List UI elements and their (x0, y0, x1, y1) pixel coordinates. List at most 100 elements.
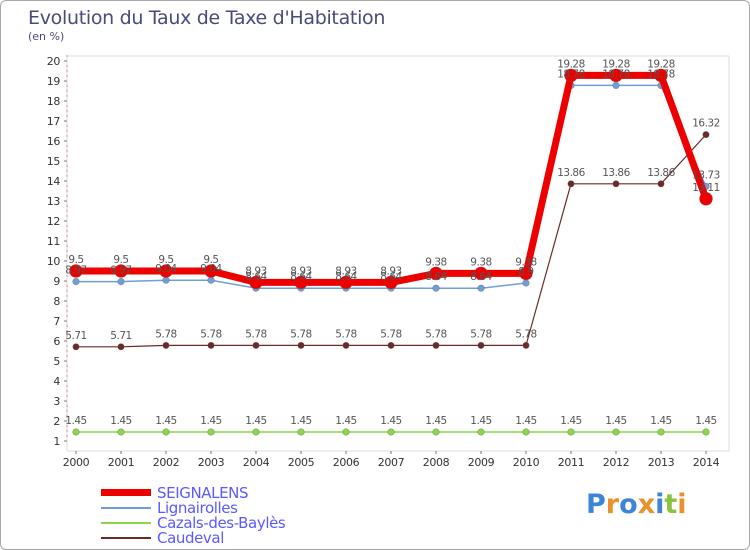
legend-swatch (101, 536, 151, 539)
data-label: 1.45 (245, 415, 266, 427)
y-minor-dot (66, 315, 68, 317)
data-label: 5.78 (200, 328, 221, 340)
data-label: 8.64 (470, 271, 492, 283)
data-point (249, 275, 263, 290)
data-point (69, 264, 83, 278)
y-tick-label: 17 (47, 115, 61, 128)
y-minor-dot (66, 70, 68, 72)
y-minor-dot (66, 425, 68, 427)
data-point (432, 284, 440, 292)
data-label: 8.93 (380, 265, 401, 277)
data-label: 8.64 (335, 271, 357, 283)
data-point (654, 68, 668, 83)
y-tick-label: 19 (47, 75, 61, 88)
data-point (609, 68, 623, 83)
y-tick-label: 9 (53, 275, 60, 288)
y-minor-dot (66, 95, 68, 97)
y-minor-dot (66, 235, 68, 237)
data-label: 1.45 (110, 415, 131, 427)
data-label: 9.04 (200, 263, 222, 275)
x-tick-label: 2013 (648, 456, 675, 469)
y-minor-dot (66, 355, 68, 357)
data-label: 9.38 (470, 256, 491, 268)
data-point (702, 131, 710, 139)
y-minor-dot (66, 75, 68, 77)
data-point (567, 180, 575, 188)
data-point (207, 341, 215, 349)
y-minor-dot (66, 55, 68, 57)
data-point (477, 341, 485, 349)
x-tick-label: 2008 (423, 456, 450, 469)
y-minor-dot (66, 325, 68, 327)
data-point (387, 428, 395, 436)
y-tick-label: 8 (53, 295, 60, 308)
data-label: 9.5 (158, 254, 173, 266)
x-tick-label: 2005 (288, 456, 315, 469)
data-label: 9.38 (515, 256, 536, 268)
y-axis-unit: (en %) (28, 30, 65, 43)
x-tick-label: 2000 (63, 456, 90, 469)
x-tick-label: 2009 (468, 456, 495, 469)
y-minor-dot (66, 395, 68, 397)
y-tick-label: 5 (53, 355, 60, 368)
y-minor-dot (66, 330, 68, 332)
data-label: 8.97 (110, 265, 131, 277)
y-minor-dot (66, 310, 68, 312)
y-tick-label: 3 (53, 395, 60, 408)
data-label: 9.04 (155, 263, 177, 275)
data-point (429, 266, 443, 281)
data-point (72, 343, 80, 351)
y-minor-dot (66, 270, 68, 272)
y-minor-dot (66, 65, 68, 67)
y-tick-label: 6 (53, 335, 60, 348)
data-point (117, 278, 125, 286)
data-point (519, 266, 533, 281)
y-minor-dot (66, 285, 68, 287)
y-minor-dot (66, 135, 68, 137)
legend-swatch (101, 489, 151, 496)
data-point (702, 428, 710, 436)
x-tick-label: 2004 (243, 456, 270, 469)
y-minor-dot (66, 165, 68, 167)
y-tick-label: 20 (47, 55, 61, 68)
x-tick-label: 2007 (378, 456, 405, 469)
y-minor-dot (66, 345, 68, 347)
data-point (342, 341, 350, 349)
legend-item: Lignairolles (101, 499, 285, 517)
data-label: 5.78 (155, 328, 176, 340)
y-tick-label: 10 (47, 255, 61, 268)
y-minor-dot (66, 435, 68, 437)
data-point (252, 428, 260, 436)
data-point (252, 341, 260, 349)
x-tick-label: 2002 (153, 456, 179, 469)
data-label: 13.86 (602, 167, 630, 179)
y-minor-dot (66, 290, 68, 292)
data-point (522, 279, 530, 287)
x-tick-label: 2012 (603, 456, 629, 469)
data-point (567, 428, 575, 436)
y-minor-dot (66, 410, 68, 412)
data-point (474, 266, 488, 281)
data-point (162, 341, 170, 349)
y-minor-dot (66, 385, 68, 387)
y-minor-dot (66, 350, 68, 352)
data-label: 8.64 (380, 271, 402, 283)
data-label: 1.45 (65, 415, 86, 427)
y-tick-label: 12 (47, 215, 60, 228)
data-label: 5.78 (425, 328, 446, 340)
y-minor-dot (66, 295, 68, 297)
data-label: 1.45 (650, 415, 671, 427)
data-label: 19.28 (602, 58, 630, 70)
data-label: 9.5 (203, 254, 218, 266)
data-point (612, 81, 620, 89)
y-tick-label: 7 (53, 315, 60, 328)
y-minor-dot (66, 115, 68, 117)
data-label: 8.97 (65, 265, 86, 277)
data-point (294, 275, 308, 290)
data-label: 5.78 (245, 328, 266, 340)
data-label: 5.78 (380, 328, 401, 340)
data-point (657, 180, 665, 188)
y-minor-dot (66, 130, 68, 132)
y-tick-label: 13 (47, 195, 61, 208)
